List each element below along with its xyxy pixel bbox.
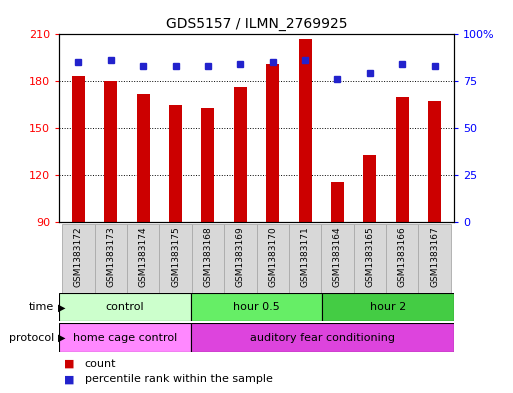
Text: percentile rank within the sample: percentile rank within the sample xyxy=(85,374,272,384)
Bar xyxy=(127,224,160,293)
Bar xyxy=(363,155,377,222)
Bar xyxy=(419,224,451,293)
Bar xyxy=(224,224,256,293)
Bar xyxy=(136,94,150,222)
Bar xyxy=(299,39,311,222)
Bar xyxy=(59,293,191,321)
Bar xyxy=(62,224,94,293)
Text: GSM1383171: GSM1383171 xyxy=(301,226,309,287)
Bar xyxy=(386,224,419,293)
Bar xyxy=(192,224,224,293)
Text: GSM1383165: GSM1383165 xyxy=(365,226,374,287)
Bar xyxy=(104,81,117,222)
Text: GSM1383172: GSM1383172 xyxy=(74,226,83,287)
Text: control: control xyxy=(106,302,144,312)
Bar xyxy=(256,224,289,293)
Bar xyxy=(169,105,182,222)
Text: ▶: ▶ xyxy=(58,332,66,343)
Bar xyxy=(59,323,191,352)
Text: GSM1383164: GSM1383164 xyxy=(333,226,342,287)
Bar xyxy=(331,182,344,222)
Bar xyxy=(160,224,192,293)
Bar xyxy=(321,224,353,293)
Text: hour 2: hour 2 xyxy=(370,302,406,312)
Text: count: count xyxy=(85,358,116,369)
Bar xyxy=(266,64,279,222)
Text: auditory fear conditioning: auditory fear conditioning xyxy=(250,332,395,343)
Bar xyxy=(234,87,247,222)
Bar xyxy=(289,224,321,293)
Bar xyxy=(191,323,454,352)
Text: ■: ■ xyxy=(64,374,74,384)
Text: GSM1383173: GSM1383173 xyxy=(106,226,115,287)
Bar xyxy=(396,97,409,222)
Text: GSM1383166: GSM1383166 xyxy=(398,226,407,287)
Text: GSM1383169: GSM1383169 xyxy=(236,226,245,287)
Bar xyxy=(191,293,322,321)
Bar xyxy=(353,224,386,293)
Bar xyxy=(202,108,214,222)
Text: GSM1383170: GSM1383170 xyxy=(268,226,277,287)
Text: home cage control: home cage control xyxy=(73,332,177,343)
Bar xyxy=(72,76,85,222)
Text: hour 0.5: hour 0.5 xyxy=(233,302,280,312)
Bar xyxy=(94,224,127,293)
Text: GSM1383168: GSM1383168 xyxy=(204,226,212,287)
Text: GSM1383167: GSM1383167 xyxy=(430,226,439,287)
Bar xyxy=(428,101,441,222)
Text: ■: ■ xyxy=(64,358,74,369)
Text: ▶: ▶ xyxy=(58,302,66,312)
Text: time: time xyxy=(29,302,54,312)
Text: GSM1383175: GSM1383175 xyxy=(171,226,180,287)
Text: protocol: protocol xyxy=(9,332,54,343)
Text: GSM1383174: GSM1383174 xyxy=(139,226,148,287)
Bar xyxy=(322,293,454,321)
Title: GDS5157 / ILMN_2769925: GDS5157 / ILMN_2769925 xyxy=(166,17,347,31)
